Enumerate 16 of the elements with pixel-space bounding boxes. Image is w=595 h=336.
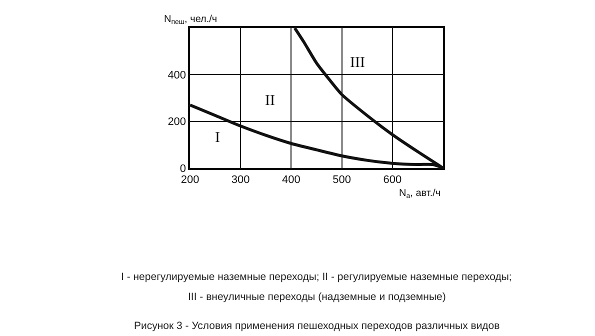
text: III - внеуличные переходы (надземные и подземные) bbox=[188, 291, 446, 303]
x-tick-label: 300 bbox=[231, 174, 250, 186]
x-tick-label: 200 bbox=[180, 174, 200, 186]
annotation: II bbox=[265, 93, 275, 109]
y-tick-label: 0 bbox=[180, 162, 186, 175]
annotation: III bbox=[350, 55, 365, 71]
y-axis-title: N$_{пеш}$, чел./ч bbox=[164, 14, 218, 26]
x-tick-label: 600 bbox=[383, 174, 402, 186]
x-axis-title: N$_{а}$, авт./ч bbox=[399, 188, 441, 200]
text: Рисунок 3 - Условия применения пешеходных переходов различных видов bbox=[134, 320, 500, 332]
x-tick-label: 400 bbox=[282, 174, 300, 186]
y-tick-label: 400 bbox=[168, 70, 186, 82]
y-tick-label: 200 bbox=[168, 116, 186, 128]
text: I - нерегулируемые наземные переходы; II - регулируемые наземные переходы; bbox=[121, 271, 512, 283]
annotation: I bbox=[215, 130, 220, 146]
x-tick-label: 500 bbox=[332, 174, 351, 186]
